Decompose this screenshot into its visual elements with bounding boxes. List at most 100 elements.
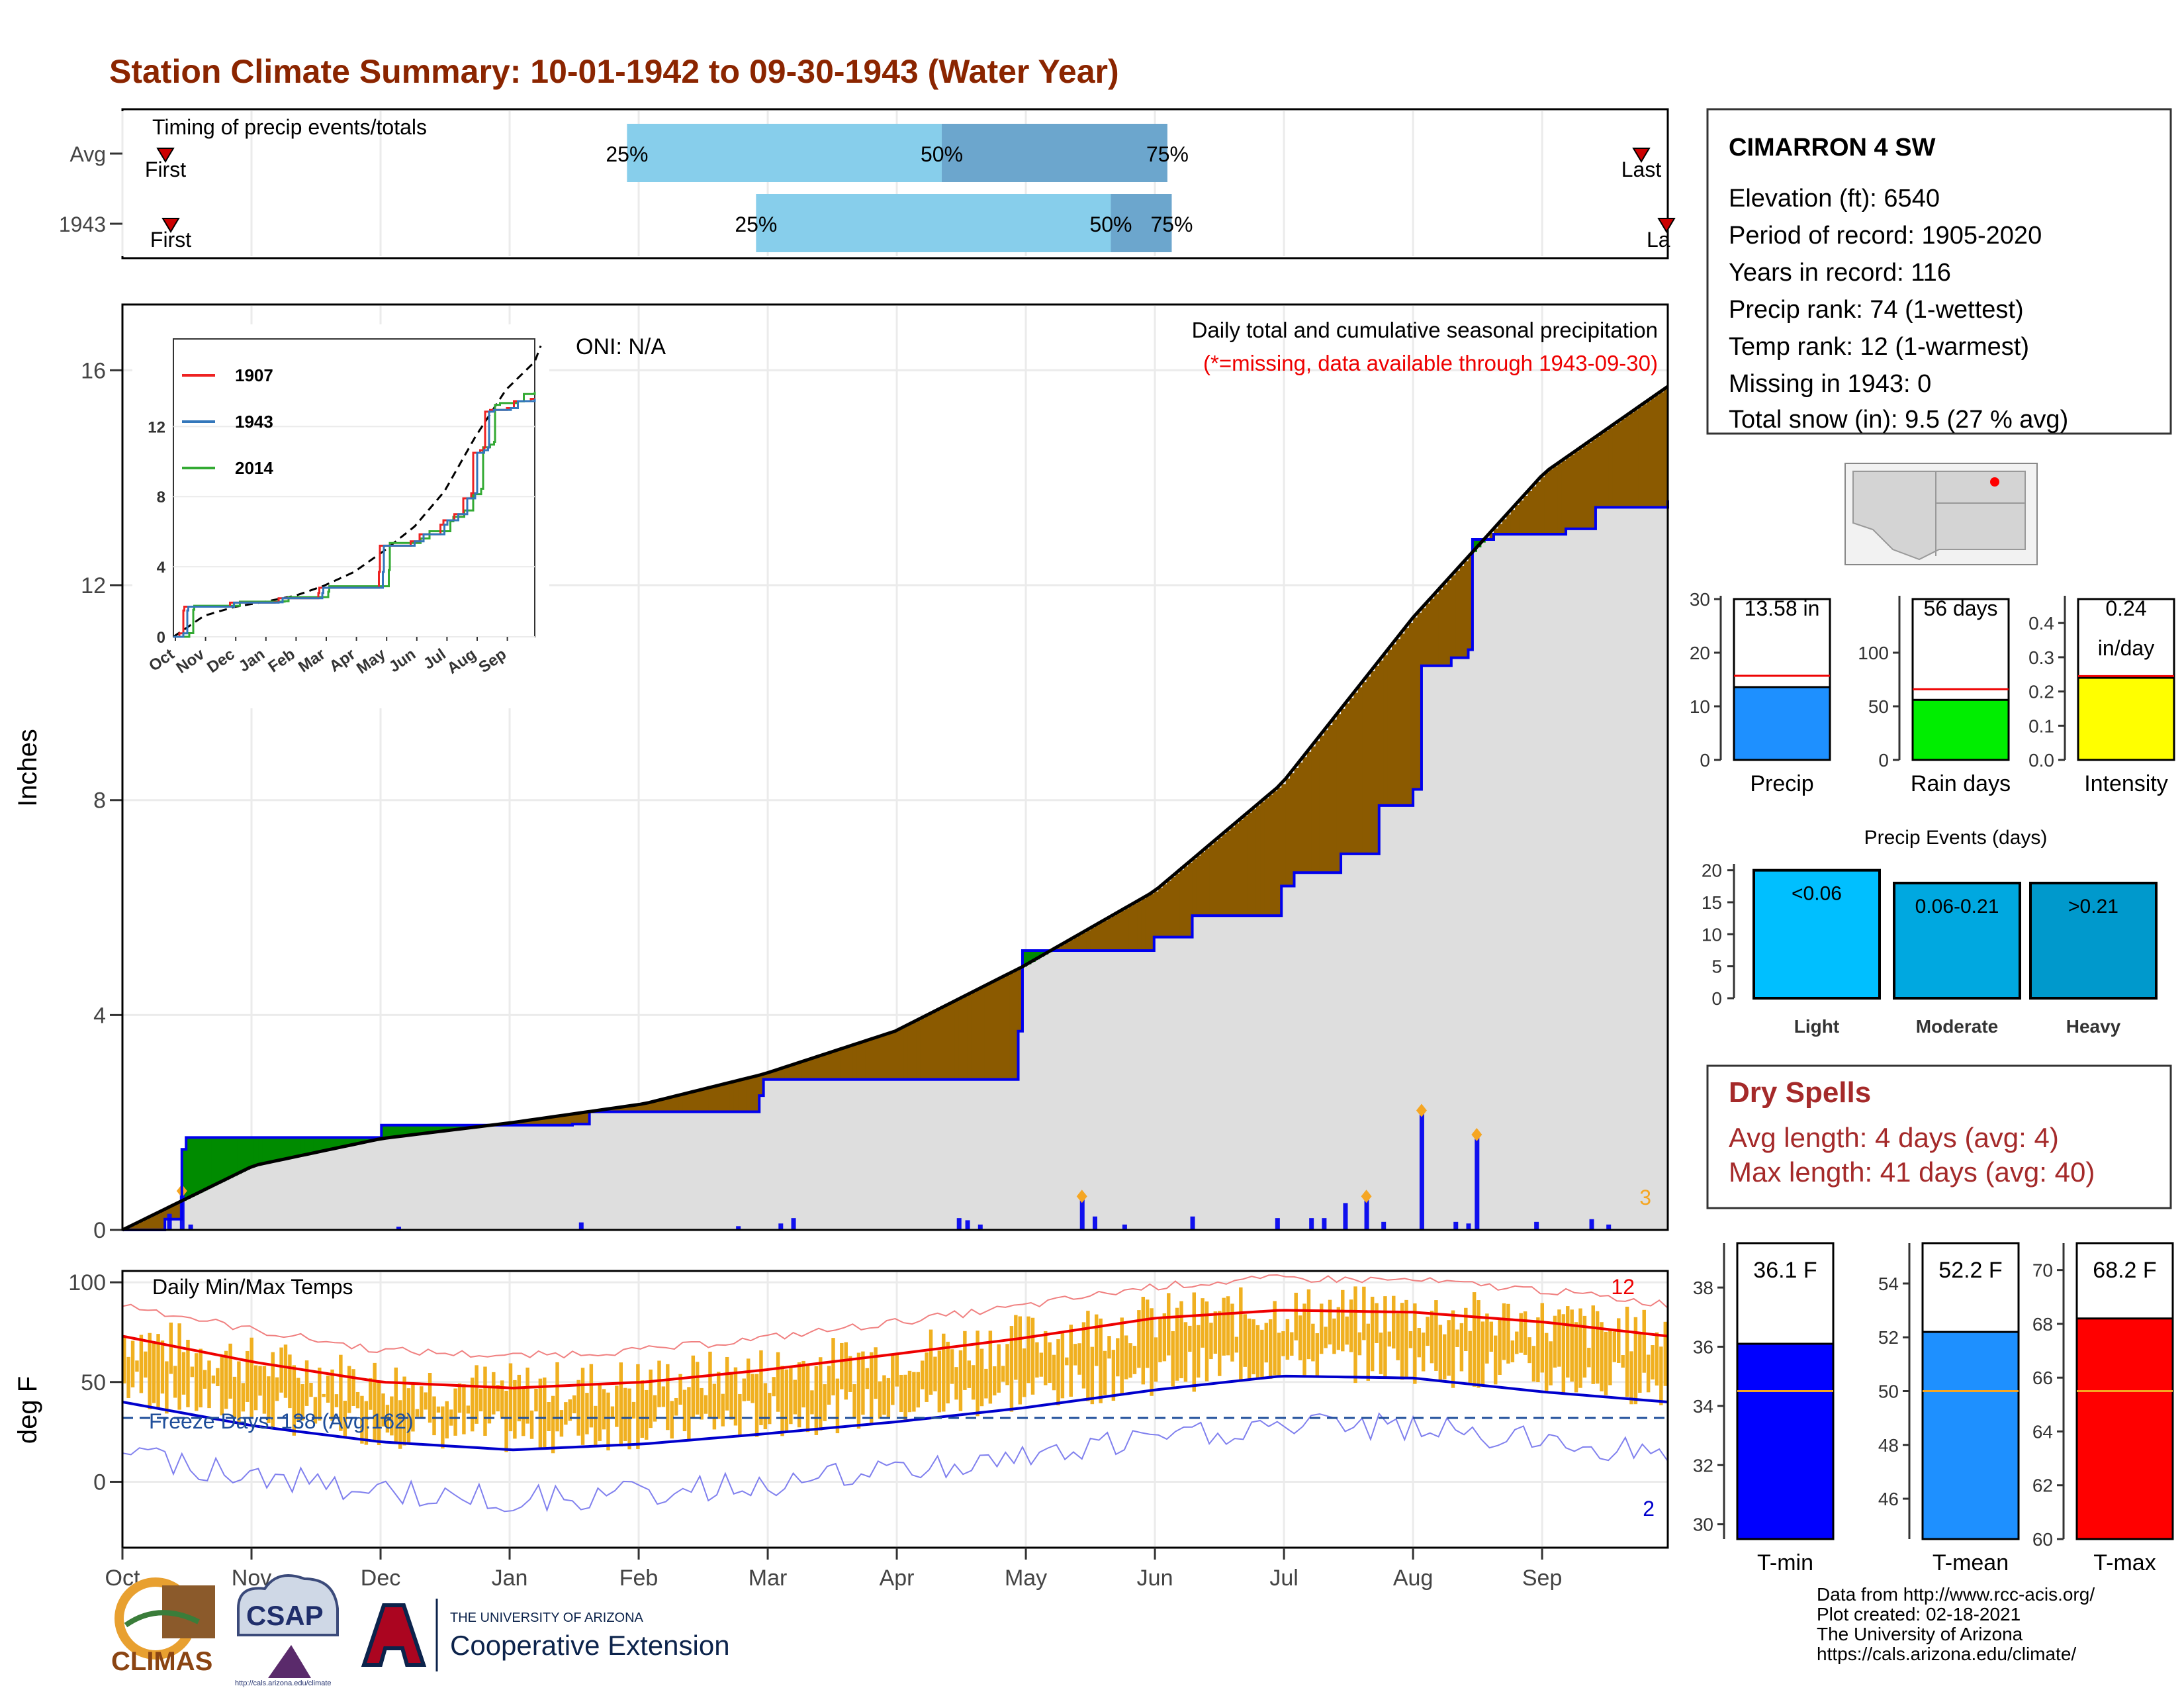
events-y-tick-label: 0 [1711, 988, 1722, 1009]
deficit-band [1600, 434, 1605, 508]
deficit-band [1519, 500, 1524, 534]
deficit-band [1298, 762, 1303, 873]
freeze-days-label: Freeze Days: 138 (Avg:162) [149, 1409, 414, 1433]
surplus-band [318, 1137, 323, 1152]
daily-temp-bar [776, 1352, 780, 1412]
month-label: Dec [361, 1566, 400, 1591]
deficit-band [1357, 687, 1363, 854]
surplus-band [296, 1137, 302, 1157]
surplus-band [334, 1137, 340, 1149]
dry-spells-max: Max length: 41 days (avg: 40) [1729, 1156, 2095, 1188]
station-box-frame [1706, 108, 2172, 435]
deficit-band [861, 1042, 866, 1080]
deficit-band [754, 1076, 760, 1112]
deficit-band [645, 1103, 650, 1112]
daily-temp-bar [165, 1361, 169, 1414]
deficit-band [733, 1081, 739, 1112]
daily-temp-bar [1438, 1325, 1443, 1382]
daily-temp-bar [801, 1360, 805, 1408]
daily-temp-bar [619, 1362, 623, 1447]
temp-y-tick-label: 100 [68, 1270, 106, 1295]
daily-temp-bar [925, 1352, 929, 1402]
daily-temp-bar [1477, 1300, 1480, 1388]
inset-y-tick-label: 0 [157, 629, 165, 647]
daily-temp-bar [364, 1401, 369, 1445]
deficit-band [1430, 598, 1435, 666]
month-label: Mar [749, 1566, 788, 1591]
daily-temp-bar [1540, 1303, 1545, 1373]
deficit-band [572, 1113, 577, 1125]
precip-y-axis-label: Inches [13, 729, 42, 807]
daily-temp-bar [1629, 1351, 1633, 1405]
deficit-band [1379, 660, 1384, 806]
daily-temp-bar [661, 1386, 666, 1407]
daily-temp-bar [891, 1354, 895, 1405]
daily-temp-bar [1519, 1313, 1523, 1353]
daily-temp-bar [1612, 1331, 1617, 1362]
deficit-band [1158, 888, 1163, 937]
deficit-band [551, 1117, 556, 1125]
deficit-band [840, 1049, 845, 1080]
event-bar [2029, 882, 2158, 1000]
deficit-band [801, 1061, 807, 1080]
deficit-band [653, 1102, 658, 1112]
deficit-band [768, 1072, 773, 1080]
surplus-band [432, 1125, 437, 1133]
daily-temp-bar [564, 1402, 568, 1425]
daily-temp-bar [768, 1393, 772, 1425]
daily-temp-bar [1582, 1315, 1587, 1378]
daily-temp-bar [844, 1342, 848, 1400]
daily-temp-bar [666, 1364, 670, 1430]
deficit-band [1319, 735, 1324, 873]
daily-temp-bar [653, 1395, 657, 1422]
deficit-band [831, 1052, 837, 1080]
deficit-band [1629, 413, 1635, 508]
deficit-band [1154, 891, 1159, 937]
deficit-band [173, 1205, 178, 1219]
daily-temp-bar [1421, 1333, 1426, 1372]
record-low-count: 2 [1643, 1497, 1655, 1521]
deficit-band [1612, 424, 1617, 508]
stat-y-tick-label: 100 [1858, 643, 1889, 663]
deficit-band [1459, 565, 1465, 658]
timing-bar-50-75 [942, 124, 1167, 182]
events-y-tick-label: 5 [1711, 957, 1722, 977]
deficit-band [1502, 519, 1507, 534]
deficit-band [1510, 510, 1516, 534]
deficit-band [708, 1088, 713, 1112]
daily-temp-bar [318, 1368, 322, 1421]
daily-temp-bar [246, 1350, 250, 1402]
daily-temp-bar [1251, 1319, 1255, 1375]
deficit-band [1646, 401, 1651, 508]
deficit-band [1260, 802, 1265, 916]
precip-events-chart: Precip Events (days) 0 5 10 15 20 <0.06 Light 0.… [1702, 827, 2158, 1037]
deficit-band [852, 1045, 858, 1080]
daily-temp-bar [1345, 1316, 1349, 1345]
temp-frame [121, 1270, 1669, 1549]
deficit-band [1086, 930, 1091, 951]
deficit-band [525, 1120, 531, 1125]
deficit-band [160, 1211, 165, 1230]
daily-temp-bar [700, 1387, 704, 1420]
daily-temp-bar [1218, 1311, 1222, 1376]
deficit-band [1464, 561, 1469, 658]
deficit-band [1387, 649, 1392, 806]
daily-temp-bar [1022, 1348, 1026, 1397]
daily-temp-bar [1625, 1306, 1629, 1397]
daily-temp-bar [1566, 1306, 1570, 1378]
daily-temp-bar [1362, 1286, 1366, 1340]
daily-temp-bar [1608, 1330, 1612, 1385]
daily-temp-bar [1255, 1325, 1260, 1378]
daily-temp-bar [216, 1368, 220, 1387]
surplus-band [313, 1137, 318, 1153]
tempbar-y-tick-label: 52 [1878, 1327, 1899, 1348]
inset-line-2014 [173, 391, 536, 638]
daily-temp-bar [580, 1368, 585, 1445]
precip-record-marker [1076, 1190, 1087, 1203]
daily-temp-bar [895, 1352, 899, 1387]
daily-precip-bar [1606, 1224, 1612, 1230]
daily-temp-bar [1544, 1333, 1549, 1391]
tempbar-y-tick-label: 36 [1693, 1336, 1713, 1357]
surplus-band [453, 1125, 459, 1130]
daily-temp-bar [733, 1367, 738, 1426]
